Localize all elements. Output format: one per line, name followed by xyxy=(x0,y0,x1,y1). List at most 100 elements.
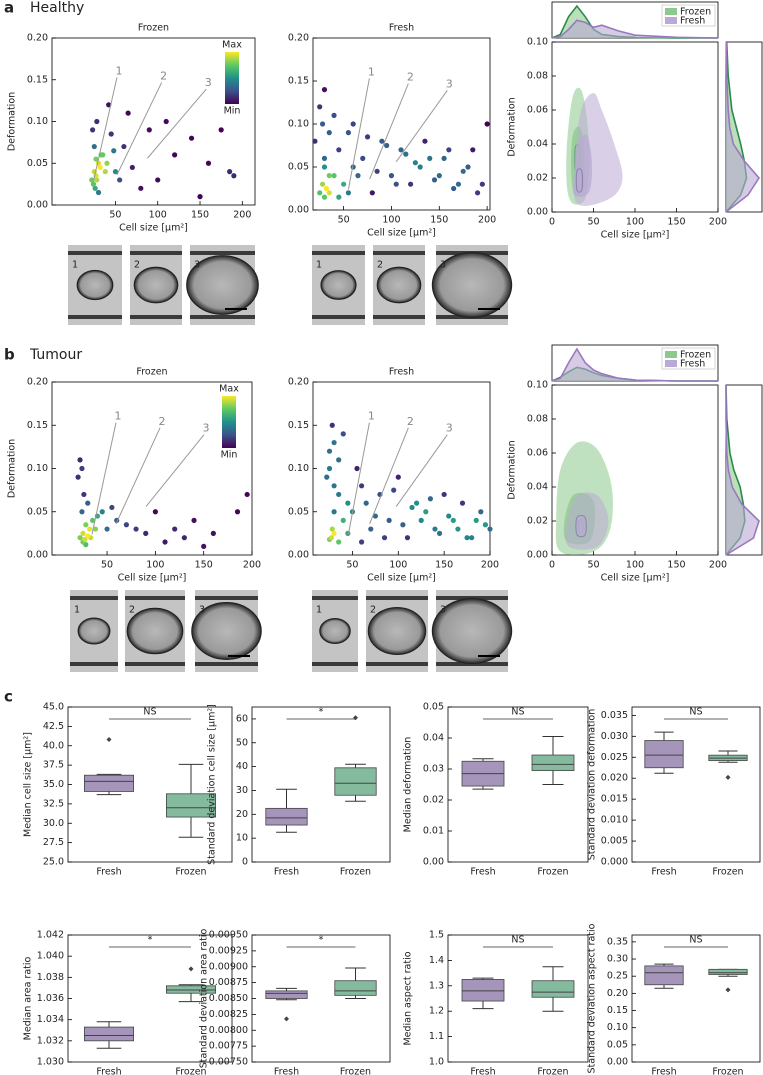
y-tick-label: 0.15 xyxy=(27,420,48,431)
y-tick-label: 40 xyxy=(236,761,248,772)
data-point xyxy=(87,526,93,532)
outlier xyxy=(106,737,112,743)
data-point xyxy=(446,147,452,153)
data-point xyxy=(345,530,351,536)
annotation-line xyxy=(347,422,370,535)
data-point xyxy=(479,181,485,187)
channel-wall xyxy=(70,596,118,600)
box xyxy=(531,754,575,771)
annotation-line xyxy=(347,78,370,190)
y-tick-label: 1.3 xyxy=(429,980,444,991)
data-point xyxy=(244,491,250,498)
channel-wall xyxy=(195,662,258,666)
y-tick-label: 1.034 xyxy=(37,1014,64,1025)
data-point xyxy=(431,177,438,183)
y-axis-label: Standard deviation cell size [μm²] xyxy=(207,704,218,865)
channel-wall xyxy=(312,251,365,255)
box xyxy=(265,990,308,999)
y-tick-label: 0.06 xyxy=(527,448,548,459)
data-point xyxy=(409,504,415,511)
data-point xyxy=(321,194,328,200)
y-tick-label: 37.5 xyxy=(43,760,64,771)
x-tick-label: 100 xyxy=(149,210,167,221)
data-point xyxy=(404,535,411,541)
data-point xyxy=(234,509,241,515)
x-tick-label: 150 xyxy=(430,215,448,226)
significance: NS xyxy=(689,707,702,718)
y-tick-label: 0.04 xyxy=(527,139,548,150)
data-point xyxy=(331,439,337,446)
data-point xyxy=(79,509,85,515)
data-point xyxy=(360,155,366,161)
data-point xyxy=(336,147,342,153)
annotation-line xyxy=(115,427,161,525)
y-tick-label: 0.20 xyxy=(288,377,309,388)
significance: * xyxy=(148,935,153,946)
legend-label: Frozen xyxy=(680,7,711,18)
y-axis-label: Deformation xyxy=(507,440,518,499)
data-point xyxy=(484,121,490,127)
data-point xyxy=(91,143,97,150)
data-point xyxy=(329,526,335,532)
y-tick-label: 0.08 xyxy=(527,414,548,425)
y-tick-label: 0.30 xyxy=(607,954,628,965)
x-tick-label: 0 xyxy=(549,560,555,571)
data-point xyxy=(350,121,356,127)
y-tick-label: 30.0 xyxy=(43,818,64,829)
y-tick-label: 0.00 xyxy=(527,550,548,561)
data-point xyxy=(436,173,442,179)
significance: NS xyxy=(689,935,702,946)
data-point xyxy=(423,509,429,515)
y-tick-label: 1.1 xyxy=(429,1031,444,1042)
data-point xyxy=(321,87,328,93)
cell xyxy=(431,252,513,319)
box xyxy=(265,807,308,826)
y-tick-label: 0.00 xyxy=(607,1057,628,1068)
y-axis-label: Deformation xyxy=(507,97,518,156)
y-tick-label: 0.10 xyxy=(527,37,548,48)
cell xyxy=(133,266,179,304)
x-tick-label: Frozen xyxy=(340,867,371,878)
data-point xyxy=(92,526,99,532)
box xyxy=(165,793,216,818)
micrograph-number: 1 xyxy=(316,605,322,616)
y-tick-label: 0.01 xyxy=(423,826,444,837)
plot-frame xyxy=(447,934,589,1063)
panel-letter: c xyxy=(4,688,13,706)
y-tick-label: 0.05 xyxy=(423,702,444,713)
channel-wall xyxy=(373,251,425,255)
x-tick-label: 150 xyxy=(667,217,685,228)
data-point xyxy=(99,509,105,515)
data-point xyxy=(331,112,337,118)
annotation: 3 xyxy=(446,422,453,435)
x-tick-label: Frozen xyxy=(175,1067,206,1075)
data-point xyxy=(319,121,326,127)
y-tick-label: 0.05 xyxy=(607,1039,628,1050)
data-point xyxy=(470,147,476,153)
channel-wall xyxy=(70,662,118,666)
data-point xyxy=(227,169,233,175)
y-tick-label: 1.040 xyxy=(37,951,64,962)
channel-wall xyxy=(130,251,182,255)
y-tick-label: 0.005 xyxy=(601,836,628,847)
data-point xyxy=(326,190,332,196)
y-tick-label: 0.15 xyxy=(27,74,48,85)
y-tick-label: 1.030 xyxy=(37,1057,64,1068)
annotation-line xyxy=(145,434,205,507)
data-point xyxy=(146,127,152,133)
data-point xyxy=(93,156,99,162)
y-axis-label: Standard deviation aspect ratio xyxy=(587,923,598,1073)
data-point xyxy=(336,491,342,498)
micrograph-number: 3 xyxy=(199,605,205,616)
marginal-line xyxy=(551,19,719,39)
data-point xyxy=(340,517,346,524)
significance: NS xyxy=(511,707,524,718)
data-point xyxy=(77,457,83,463)
plot-title: Fresh xyxy=(389,367,414,378)
data-point xyxy=(104,160,110,166)
data-point xyxy=(441,491,447,498)
data-point xyxy=(181,535,187,541)
micrograph-number: 3 xyxy=(440,605,446,616)
micrograph-number: 1 xyxy=(72,260,78,271)
y-tick-label: 32.5 xyxy=(43,798,64,809)
